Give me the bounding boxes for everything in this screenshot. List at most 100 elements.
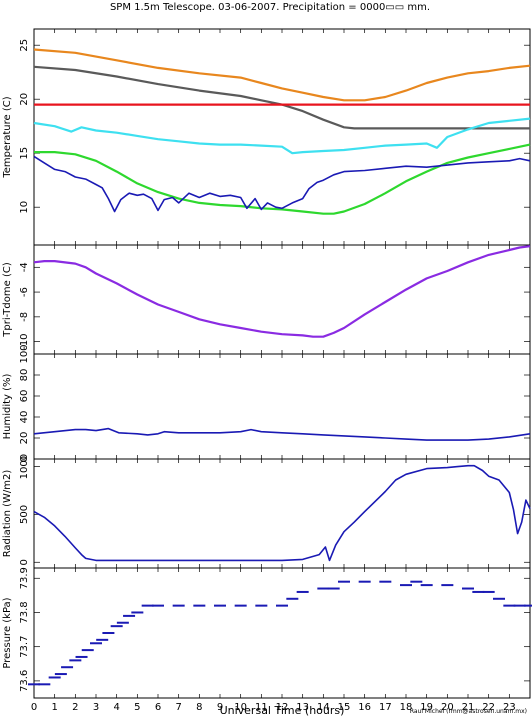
x-tick-label: 2 [72, 702, 78, 713]
pressure-point [255, 604, 268, 607]
temperature-series-orange [33, 48, 531, 102]
pressure-point [286, 597, 299, 600]
y-tick-label: 10 [19, 201, 30, 214]
pressure-point [131, 611, 144, 614]
pressure-point [110, 625, 123, 628]
pressure-point [482, 590, 495, 593]
x-tick-label: 0 [31, 702, 37, 713]
pressure-point [193, 604, 206, 607]
temperature-series-blue [33, 155, 531, 213]
y-tick-label: 100 [19, 344, 30, 363]
panel-frame [33, 244, 531, 355]
y-tick-label: 0 [19, 559, 30, 565]
y-tick-label: 1000 [19, 454, 30, 479]
y-tick-label: -8 [19, 312, 30, 322]
y-axis-title: Humidity (%) [2, 373, 13, 439]
y-axis-title: Temperature (C) [2, 96, 13, 178]
x-tick-label: 5 [134, 702, 140, 713]
x-tick-label: 20 [441, 702, 454, 713]
pressure-point [116, 621, 129, 624]
x-tick-label: 6 [155, 702, 161, 713]
pressure-point [234, 604, 247, 607]
pressure-point [54, 673, 67, 676]
pressure-point [152, 604, 164, 607]
pressure-point [317, 587, 330, 590]
y-tick-label: -6 [19, 287, 30, 297]
pressure-point [400, 584, 412, 587]
y-tick-label: 25 [19, 39, 30, 52]
pressure-point [441, 584, 454, 587]
y-tick-label: 73.8 [19, 601, 30, 623]
temperature-series-gray [33, 65, 530, 130]
pressure-point [69, 659, 82, 662]
pressure-point [472, 590, 485, 593]
pressure-point [410, 580, 423, 583]
x-tick-label: 4 [113, 702, 119, 713]
radiation-series-blue [33, 464, 531, 562]
x-tick-label: 3 [93, 702, 99, 713]
pressure-point [503, 604, 516, 607]
pressure-point [513, 604, 526, 607]
y-tick-label: 20 [19, 93, 30, 106]
pressure-point [123, 614, 136, 617]
y-tick-label: 500 [19, 505, 30, 524]
pressure-point [493, 597, 505, 600]
panel-tpri_tdome: -10 -8 -6 -4 Tpri-Tdome (C) [2, 244, 531, 355]
pressure-point [462, 587, 474, 590]
x-tick-label: 17 [379, 702, 392, 713]
pressure-point [75, 655, 88, 658]
tpri_tdome-series-purple [33, 245, 531, 338]
x-tick-label: 14 [317, 702, 330, 713]
y-tick-label: 40 [19, 411, 30, 424]
y-tick-label: -4 [19, 262, 30, 272]
x-tick-label: 16 [358, 702, 371, 713]
x-tick-label: 19 [420, 702, 433, 713]
x-tick-label: 9 [217, 702, 223, 713]
y-tick-label: 73.6 [19, 670, 30, 692]
figure-title: SPM 1.5m Telescope. 03-06-2007. Precipit… [110, 2, 430, 13]
panel-humidity: 0 20 40 60 80 100 Humidity (%) [2, 344, 531, 462]
x-tick-label: 7 [175, 702, 181, 713]
pressure-point [28, 683, 40, 686]
pressure-point [96, 638, 109, 641]
x-tick-label: 21 [462, 702, 475, 713]
humidity-series-blue [33, 427, 531, 441]
x-tick-label: 23 [503, 702, 516, 713]
panel-frame [33, 458, 531, 569]
pressure-point [48, 676, 61, 679]
panel-temperature: 10 15 20 25 Temperature (C) [2, 28, 531, 246]
pressure-point [524, 604, 532, 607]
pressure-point [296, 590, 309, 593]
pressure-point [102, 632, 115, 634]
y-axis-title: Tpri-Tdome (C) [2, 262, 13, 338]
x-tick-label: 8 [196, 702, 202, 713]
y-tick-label: 60 [19, 390, 30, 403]
y-tick-label: 20 [19, 432, 30, 445]
panel-frame [33, 28, 531, 246]
temperature-series-green [34, 143, 531, 215]
pressure-point [379, 580, 392, 583]
pressure-point [90, 642, 102, 645]
y-axis-title: Pressure (kPa) [2, 597, 13, 668]
x-tick-label: 15 [338, 702, 351, 713]
x-axis-title: Universal Time (hours) [220, 704, 345, 717]
temperature-series-cyan [33, 117, 531, 155]
pressure-point [141, 604, 154, 607]
x-tick-label: 22 [482, 702, 495, 713]
pressure-point [172, 604, 185, 607]
x-tick-label: 18 [400, 702, 413, 713]
y-tick-label: -10 [19, 333, 30, 349]
pressure-point [38, 683, 51, 686]
pressure-point [81, 649, 94, 652]
x-tick-label: 1 [51, 702, 57, 713]
y-tick-label: 73.9 [19, 567, 30, 589]
y-axis-title: Radiation (W/m2) [2, 470, 13, 558]
x-tick-label: 12 [276, 702, 289, 713]
pressure-point [420, 584, 433, 587]
y-tick-label: 80 [19, 369, 30, 382]
x-tick-label: 13 [296, 702, 309, 713]
panel-radiation: 0 500 1000 Radiation (W/m2) [2, 454, 531, 569]
